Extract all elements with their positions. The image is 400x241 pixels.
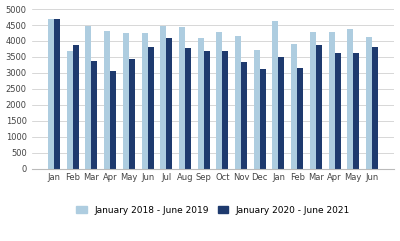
Bar (123, 33, 129, 168)
Bar (216, 32, 222, 168)
Bar (86, 26, 92, 168)
Bar (241, 62, 247, 168)
Bar (185, 48, 191, 168)
Bar (67, 51, 73, 168)
Bar (179, 27, 185, 168)
Bar (54, 19, 60, 168)
Bar (254, 50, 260, 168)
Bar (316, 45, 322, 168)
Bar (328, 32, 334, 168)
Bar (142, 33, 148, 168)
Bar (372, 47, 378, 168)
Bar (129, 59, 135, 168)
Bar (272, 21, 278, 168)
Bar (48, 19, 54, 168)
Legend: January 2018 - June 2019, January 2020 - June 2021: January 2018 - June 2019, January 2020 -… (76, 206, 350, 215)
Bar (291, 44, 297, 168)
Bar (260, 69, 266, 168)
Bar (334, 53, 340, 168)
Bar (73, 45, 79, 168)
Bar (148, 47, 154, 168)
Bar (104, 31, 110, 168)
Bar (353, 53, 359, 168)
Bar (310, 32, 316, 168)
Bar (110, 71, 116, 168)
Bar (235, 36, 241, 168)
Bar (160, 26, 166, 168)
Bar (92, 61, 98, 168)
Bar (222, 51, 228, 168)
Bar (166, 38, 172, 168)
Bar (297, 68, 303, 168)
Bar (278, 57, 284, 168)
Bar (366, 37, 372, 168)
Bar (198, 38, 204, 168)
Bar (347, 29, 353, 168)
Bar (204, 51, 210, 168)
